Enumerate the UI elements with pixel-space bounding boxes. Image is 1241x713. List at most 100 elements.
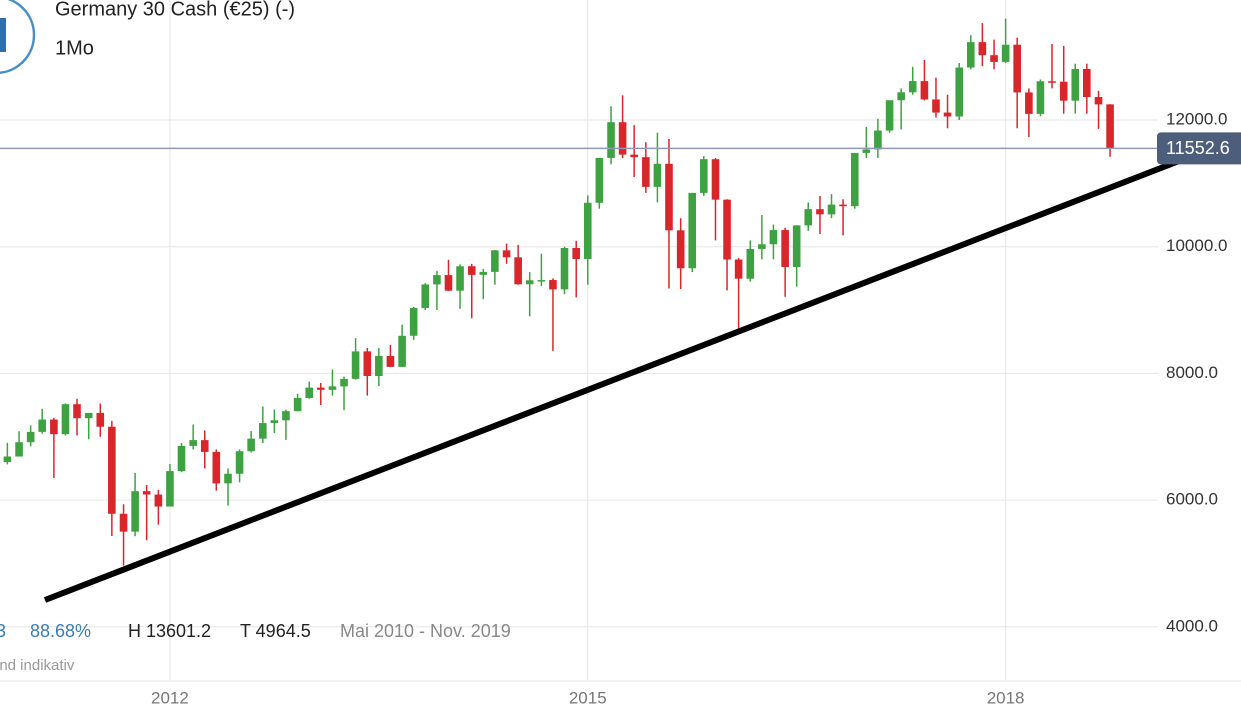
candle-body: [723, 199, 731, 260]
candle-body: [897, 92, 905, 101]
candle-body: [769, 230, 778, 245]
candle-body: [990, 55, 998, 62]
candle-body: [409, 307, 418, 336]
candle-body: [467, 266, 476, 275]
candle-body: [920, 81, 929, 100]
candle-body: [699, 159, 708, 193]
candle-body: [560, 247, 569, 290]
candle-body: [595, 157, 604, 203]
candle-body: [375, 355, 383, 377]
candle-body: [630, 154, 638, 158]
y-tick-label: 10000.0: [1166, 236, 1227, 255]
candle-body: [363, 351, 372, 377]
candle-body: [142, 491, 151, 495]
candle-body: [200, 440, 209, 452]
candle-body: [351, 351, 360, 379]
candle-body: [978, 42, 987, 56]
candle-body: [1025, 92, 1033, 114]
candle-body: [874, 130, 882, 150]
candle-body: [1001, 44, 1010, 62]
logo-mark: [0, 18, 6, 52]
note: ind indikativ: [0, 657, 75, 674]
candle-body: [1048, 81, 1056, 83]
stat: 3: [0, 621, 6, 641]
candle-body: [653, 163, 662, 187]
stat: T 4964.5: [240, 621, 311, 641]
candle-body: [572, 247, 581, 260]
candle-body: [3, 456, 12, 463]
grid: [0, 0, 1158, 680]
candle-body: [84, 412, 93, 419]
candle-body: [224, 473, 232, 484]
last-price-label: 11552.6: [1166, 138, 1230, 158]
candle-body: [38, 419, 47, 432]
candle-body: [688, 192, 697, 269]
candle-body: [479, 271, 488, 275]
candle-body: [827, 204, 836, 215]
candle-body: [96, 412, 105, 427]
x-tick-label: 2015: [569, 688, 607, 707]
candle-body: [642, 157, 650, 187]
y-tick-label: 8000.0: [1166, 363, 1218, 382]
candle-body: [932, 99, 940, 113]
candle-body: [711, 159, 720, 200]
candle-body: [1071, 68, 1080, 101]
candle-body: [328, 386, 337, 390]
candle-body: [839, 204, 847, 207]
candle-body: [282, 411, 290, 421]
candle-body: [537, 280, 546, 282]
candle-body: [340, 378, 348, 387]
candle-body: [259, 423, 267, 439]
stat: H 13601.2: [128, 621, 211, 641]
candle-body: [61, 404, 70, 435]
candle-body: [908, 81, 917, 93]
y-tick-label: 6000.0: [1166, 490, 1218, 509]
candle-body: [525, 280, 534, 285]
candle-body: [50, 419, 58, 435]
candle-body: [734, 259, 743, 279]
candle-body: [108, 426, 116, 514]
candle-body: [15, 442, 23, 457]
chart-title: Germany 30 Cash (€25) (-): [55, 0, 295, 20]
candle-body: [804, 209, 813, 226]
y-tick-label: 12000.0: [1166, 110, 1227, 129]
candle-body: [514, 257, 522, 285]
candle-body: [73, 404, 81, 419]
candle-body: [444, 275, 453, 291]
candle-body: [166, 471, 174, 507]
candle-body: [583, 202, 592, 260]
labels: 4000.0 6000.0 8000.0 10000.0 12000.0 14000.0 2…: [151, 0, 1241, 707]
candle-body: [966, 42, 975, 68]
candle-body: [1083, 68, 1091, 97]
candle-body: [433, 275, 441, 285]
candle-body: [955, 67, 964, 117]
candle-body: [247, 438, 255, 452]
candle-body: [676, 230, 685, 269]
stat: 88.68%: [30, 621, 91, 641]
candle-body: [456, 266, 464, 291]
candle-body: [119, 513, 128, 532]
candle-body: [305, 387, 314, 398]
logo: [0, 0, 36, 75]
candle-body: [758, 244, 766, 249]
candle-body: [189, 440, 197, 446]
candle-body: [618, 122, 627, 155]
candle-body: [1059, 81, 1068, 101]
candle-body: [177, 445, 186, 472]
candle-body: [131, 491, 139, 532]
candle-body: [293, 397, 302, 412]
candle-body: [1094, 96, 1103, 105]
candle-body: [885, 100, 894, 131]
candle-body: [781, 230, 789, 267]
last-price-box: [1157, 132, 1241, 165]
candle-body: [398, 335, 406, 367]
candle-body: [212, 451, 221, 484]
candles: [0, 18, 1241, 566]
candle-body: [792, 225, 801, 267]
candle-body: [421, 284, 430, 308]
x-tick-label: 2012: [151, 688, 189, 707]
candle-body: [665, 163, 673, 231]
candle-body: [26, 431, 35, 443]
